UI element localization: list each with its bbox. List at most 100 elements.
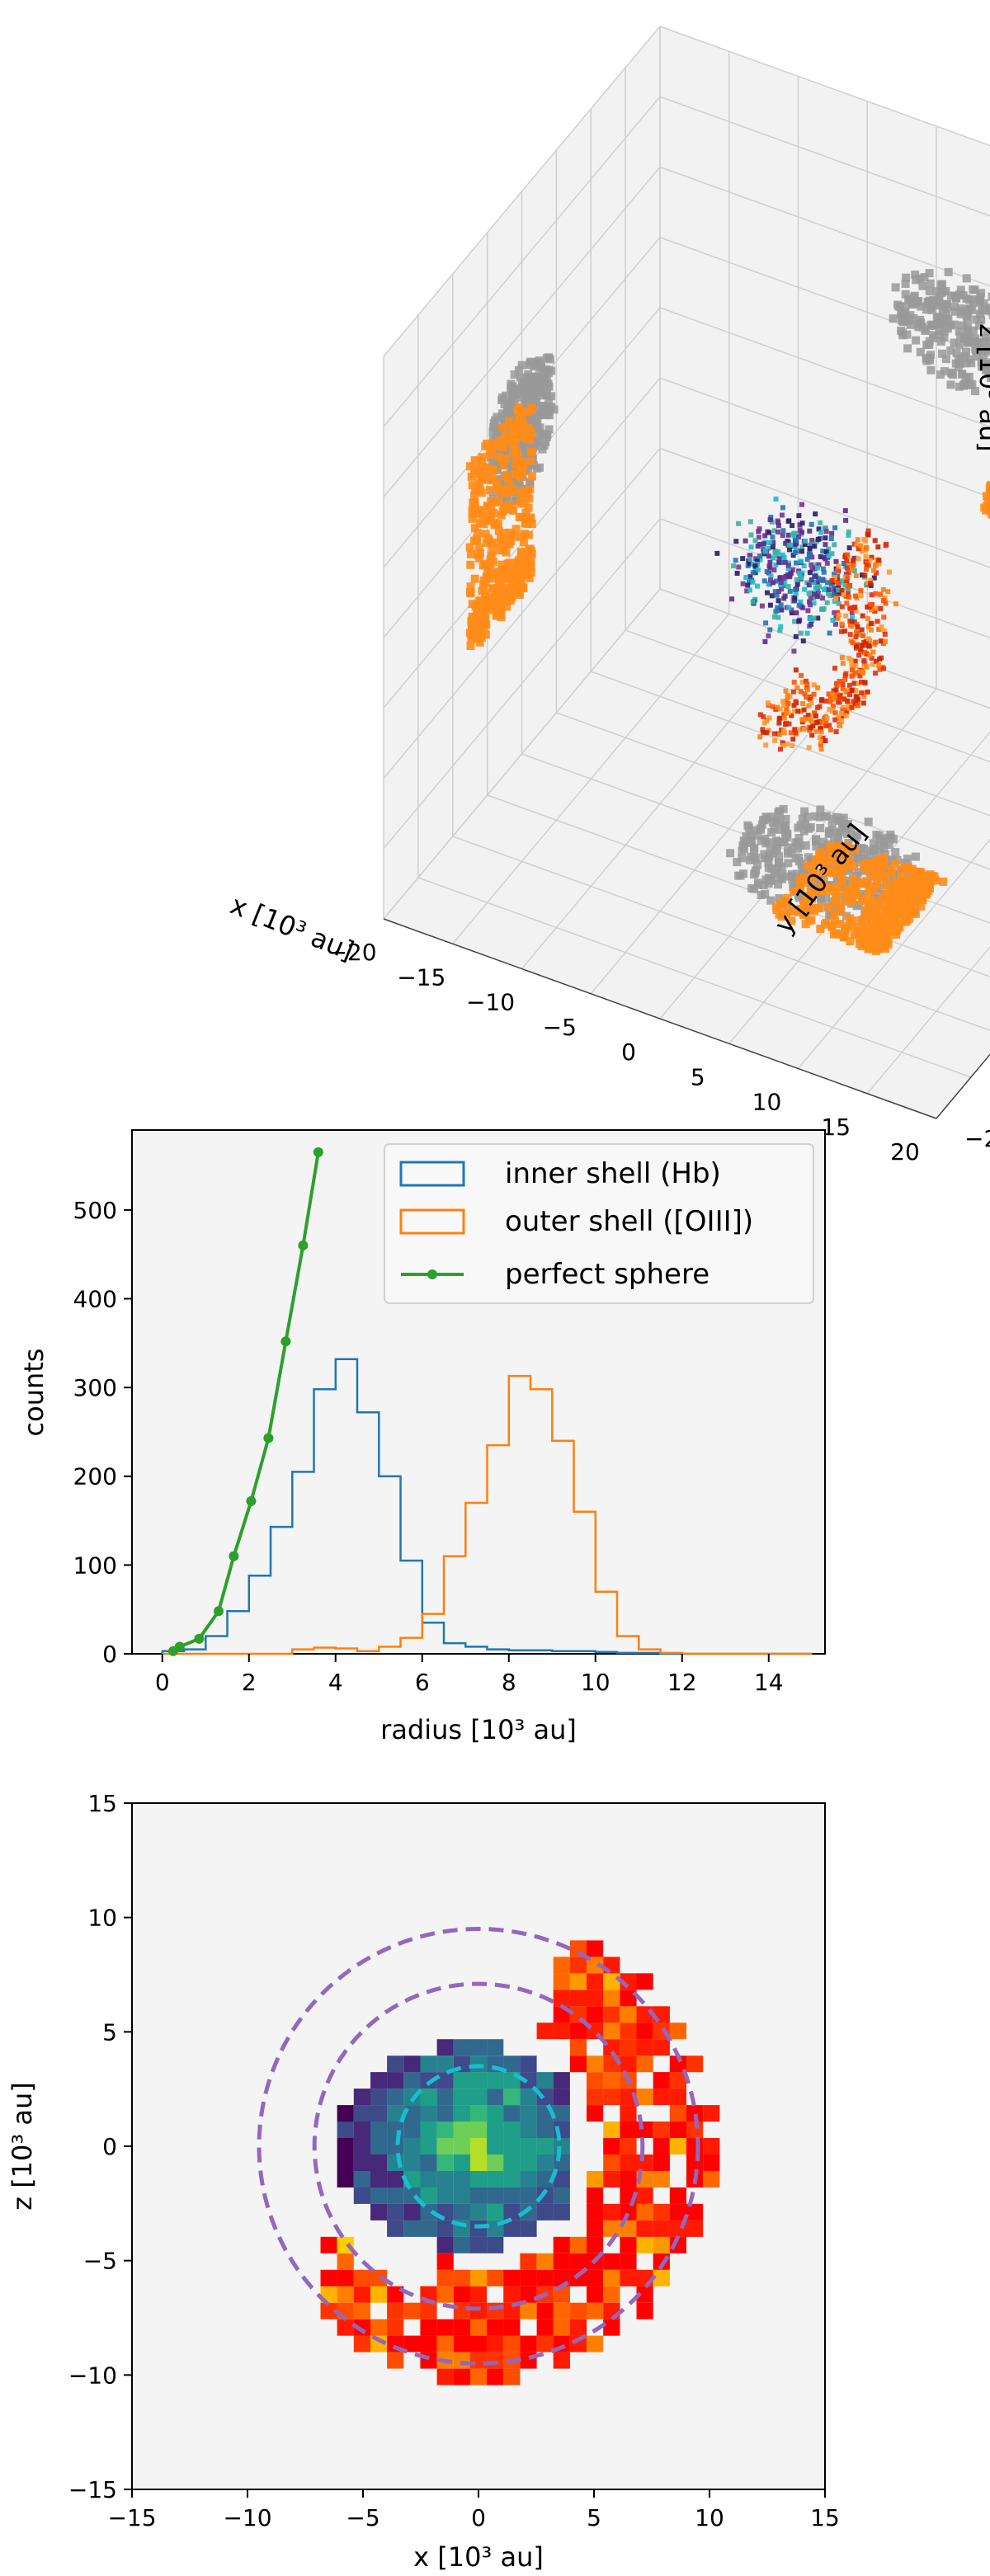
3d-projection-orange-x: [524, 407, 533, 417]
3d-projection-gray-y: [971, 387, 980, 396]
3d-projection-orange-x: [490, 570, 499, 579]
3d-inner-point: [823, 535, 828, 541]
3d-projection-orange-x: [466, 589, 475, 598]
3d-inner-point: [799, 502, 804, 507]
3d-outer-point: [848, 567, 854, 572]
3d-outer-point: [878, 605, 884, 611]
outer-heatmap-cell: [669, 2105, 686, 2122]
3d-inner-point: [797, 570, 803, 576]
3d-projection-gray-y: [917, 302, 926, 311]
outer-heatmap-cell: [587, 2072, 604, 2089]
3d-projection-orange-x: [526, 515, 535, 524]
outer-heatmap-cell: [320, 2302, 337, 2319]
3d-outer-point: [864, 544, 870, 550]
3d-projection-orange-z: [836, 900, 845, 909]
3d-projection-gray-z: [840, 822, 849, 830]
3d-projection-orange-x: [516, 532, 526, 541]
histogram-series: [161, 1147, 813, 1656]
3d-projection-gray-y: [932, 287, 941, 296]
3d-outer-point: [863, 553, 869, 559]
3d-projection-gray-y: [925, 286, 934, 295]
3d-x-tick-label: −10: [466, 989, 515, 1016]
inner-heatmap-cell: [370, 2072, 388, 2089]
3d-outer-point: [843, 713, 849, 718]
outer-heatmap-cell: [686, 2220, 704, 2237]
3d-projection-orange-z: [917, 891, 926, 900]
3d-projection-orange-z: [910, 901, 919, 910]
3d-outer-point: [830, 704, 836, 709]
3d-inner-point: [773, 609, 779, 615]
projection-x-tick-label: 15: [810, 2504, 840, 2531]
3d-projection-gray-z: [875, 841, 884, 850]
3d-outer-point: [885, 589, 891, 595]
legend-label-inner: inner shell (Hb): [505, 1157, 721, 1190]
3d-inner-point: [750, 579, 756, 585]
3d-inner-point: [734, 571, 740, 576]
3d-inner-point: [822, 554, 827, 560]
3d-outer-point: [860, 671, 865, 676]
3d-projection-gray-z: [744, 823, 753, 832]
inner-heatmap-cell: [436, 2122, 454, 2138]
outer-heatmap-cell: [587, 2089, 604, 2106]
3d-projection-orange-z: [893, 926, 901, 935]
3d-projection-orange-x: [506, 534, 515, 543]
3d-outer-point: [846, 561, 852, 567]
3d-projection-gray-z: [783, 849, 792, 858]
3d-projection-gray-x: [544, 425, 554, 434]
3d-projection-gray-y: [979, 362, 988, 371]
3d-projection-gray-y: [954, 363, 963, 371]
3d-projection-orange-x: [514, 419, 523, 428]
3d-projection-orange-x: [497, 511, 506, 520]
3d-outer-point: [818, 738, 824, 744]
projection-y-axis-label: z [10³ au]: [7, 2082, 38, 2211]
3d-outer-point: [865, 624, 871, 629]
outer-heatmap-cell: [587, 2203, 604, 2220]
3d-projection-gray-x: [545, 403, 554, 412]
3d-inner-point: [752, 563, 758, 569]
3d-projection-orange-z: [900, 864, 909, 873]
3d-inner-point: [811, 615, 817, 621]
3d-projection-gray-y: [927, 305, 936, 314]
3d-projection-orange-z: [857, 934, 866, 943]
3d-projection-orange-z: [790, 888, 799, 897]
3d-inner-point: [805, 608, 811, 614]
3d-y-tick-label: −20: [964, 1125, 990, 1152]
3d-projection-orange-x: [493, 483, 501, 492]
3d-inner-point: [773, 562, 779, 567]
3d-x-tick-label: −5: [543, 1014, 577, 1041]
3d-projection-gray-z: [833, 836, 842, 845]
3d-projection-gray-x: [535, 463, 544, 472]
3d-outer-point: [840, 704, 846, 710]
3d-projection-orange-x: [502, 596, 512, 605]
outer-heatmap-cell: [686, 2203, 704, 2220]
3d-projection-orange-z: [843, 861, 852, 870]
3d-x-tick-label: −15: [397, 963, 446, 991]
3d-projection-gray-y: [898, 331, 908, 340]
3d-projection-orange-z: [837, 907, 846, 916]
3d-projection-gray-z: [852, 902, 861, 911]
3d-inner-point: [791, 530, 797, 536]
3d-projection-orange-x: [469, 615, 478, 624]
3d-projection-gray-x: [516, 384, 526, 393]
inner-heatmap-cell: [420, 2089, 437, 2106]
inner-heatmap-cell: [420, 2220, 437, 2237]
outer-heatmap-cell: [569, 2236, 587, 2253]
3d-projection-orange-z: [843, 884, 852, 893]
3d-projection-orange-x: [524, 423, 533, 432]
3d-inner-point: [846, 532, 851, 538]
3d-inner-point: [818, 520, 823, 525]
3d-projection-gray-x: [534, 373, 542, 382]
outer-heatmap-cell: [587, 2056, 604, 2073]
3d-inner-point: [840, 578, 846, 584]
inner-heatmap-cell: [487, 2203, 504, 2220]
3d-projection-orange-z: [919, 878, 928, 888]
3d-projection-gray-z: [752, 866, 761, 875]
outer-heatmap-cell: [587, 2269, 604, 2286]
outer-heatmap-cell: [620, 2006, 637, 2023]
3d-inner-point: [820, 596, 825, 601]
3d-outer-point: [853, 694, 859, 699]
outer-heatmap-cell: [603, 2089, 620, 2106]
3d-projection-orange-x: [481, 530, 490, 539]
